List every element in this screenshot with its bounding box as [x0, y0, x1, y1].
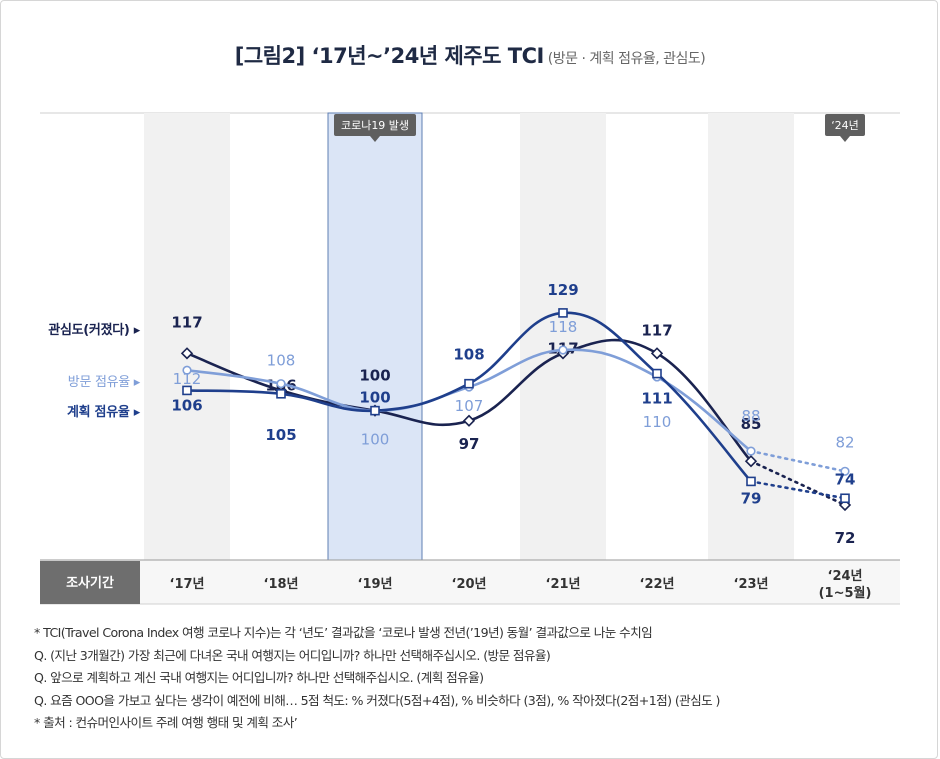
column-stripe: [144, 113, 230, 560]
data-label-plan: 108: [453, 346, 484, 364]
x-tick-label: ‘21년: [546, 577, 581, 592]
legend-item-interest: 관심도(커졌다) ▸: [48, 323, 140, 339]
footnote-definition: * TCI(Travel Corona Index 여행 코로나 지수)는 각 …: [34, 625, 653, 640]
data-label-visit: 110: [643, 413, 672, 431]
annotation-badge: [334, 114, 416, 136]
data-label-plan: 106: [171, 396, 202, 414]
data-label-interest: 117: [641, 321, 672, 339]
series-dashed-interest: [749, 459, 847, 507]
legend-item-plan: 계획 점유율 ▸: [67, 405, 140, 421]
data-label-interest: 117: [171, 313, 202, 331]
data-point-plan: [840, 493, 850, 504]
covid-highlight-band: [327, 112, 423, 561]
line-chart: 조사기간 ‘17년 ‘18년 ‘19년 ‘20년 ‘21년 ‘22년 ‘23년 ‘24년 (1~5…: [40, 112, 900, 605]
data-point-plan: [276, 388, 286, 399]
data-point-plan: [464, 378, 474, 389]
data-label-interest: 100: [359, 367, 390, 385]
x-tick-label: ‘19년: [358, 577, 393, 592]
data-point-interest: [650, 347, 664, 360]
footnote-source: * 출처 : 컨슈머인사이트 주례 여행 행태 및 계획 조사’: [34, 715, 298, 730]
data-label-visit: 100: [361, 431, 390, 449]
period-label-box: [40, 561, 140, 604]
data-point-visit: [558, 345, 568, 355]
x-tick-label: ‘17년: [170, 577, 205, 592]
data-label-visit: 82: [835, 433, 854, 451]
x-tick-label: ‘18년: [264, 577, 299, 592]
footnotes: * TCI(Travel Corona Index 여행 코로나 지수)는 각 …: [34, 622, 914, 735]
annotation-label: 코로나19 발생: [341, 119, 409, 132]
data-label-visit: 88: [741, 407, 760, 425]
annotation-pointer: [840, 136, 850, 142]
title-main: [그림2] ‘17년~’24년 제주도 TCI: [234, 44, 545, 68]
annotation-pointer: [370, 136, 380, 142]
data-label-interest: 85: [741, 415, 762, 433]
period-label: 조사기간: [66, 575, 114, 591]
data-point-interest: [462, 414, 476, 427]
data-label-visit: 107: [455, 397, 484, 415]
data-label-interest: 72: [835, 529, 856, 547]
series-dashed-visit: [749, 449, 847, 473]
footnote-visit-question: Q. (지난 3개월간) 가장 최근에 다녀온 국내 여행지는 어디입니까? 하…: [34, 647, 551, 663]
annotation-label: ‘24년: [831, 119, 859, 132]
data-point-plan: [370, 405, 380, 416]
data-label-visit: 118: [549, 318, 578, 336]
data-point-interest: [180, 347, 194, 360]
data-point-plan: [182, 385, 192, 396]
annotation-badge: [825, 114, 865, 136]
data-label-plan: 105: [265, 426, 296, 444]
x-tick-label: ‘22년: [640, 577, 675, 592]
data-label-visit: 108: [267, 352, 296, 370]
data-label-interest: 97: [459, 435, 480, 453]
data-label-plan: 79: [741, 489, 762, 507]
data-label-plan: 129: [547, 281, 578, 299]
data-point-interest: [744, 455, 758, 468]
data-label-visit: 112: [173, 370, 202, 388]
x-tick-label: ‘23년: [734, 577, 769, 592]
legend-item-visit: 방문 점유율 ▸: [67, 375, 141, 391]
x-axis-band: [40, 560, 900, 604]
data-point-plan: [652, 368, 662, 379]
title-subtitle: (방문 · 계획 점유율, 관심도): [547, 51, 706, 67]
series-dashed-plan: [749, 480, 847, 500]
footnote-interest-question: Q. 요즘 OOO을 가보고 싶다는 생각이 예전에 비해… 5점 척도: % …: [34, 692, 720, 708]
data-point-visit: [840, 466, 850, 476]
data-point-visit: [276, 379, 286, 389]
chart-title: [그림2] ‘17년~’24년 제주도 TCI (방문 · 계획 점유율, 관심도…: [0, 40, 940, 70]
x-tick-label: ‘24년 (1~5월): [819, 569, 872, 601]
data-label-plan: 74: [835, 470, 856, 488]
data-point-visit: [746, 446, 756, 456]
data-point-plan: [746, 476, 756, 487]
data-label-plan: 111: [641, 390, 672, 408]
x-tick-label: ‘20년: [452, 577, 487, 592]
footnote-plan-question: Q. 앞으로 계획하고 계신 국내 여행지는 어디입니까? 하나만 선택해주십시…: [34, 670, 484, 685]
data-point-visit: [182, 365, 192, 375]
data-point-plan: [558, 308, 568, 318]
data-label-plan: 100: [359, 389, 390, 407]
column-stripe: [520, 113, 606, 560]
